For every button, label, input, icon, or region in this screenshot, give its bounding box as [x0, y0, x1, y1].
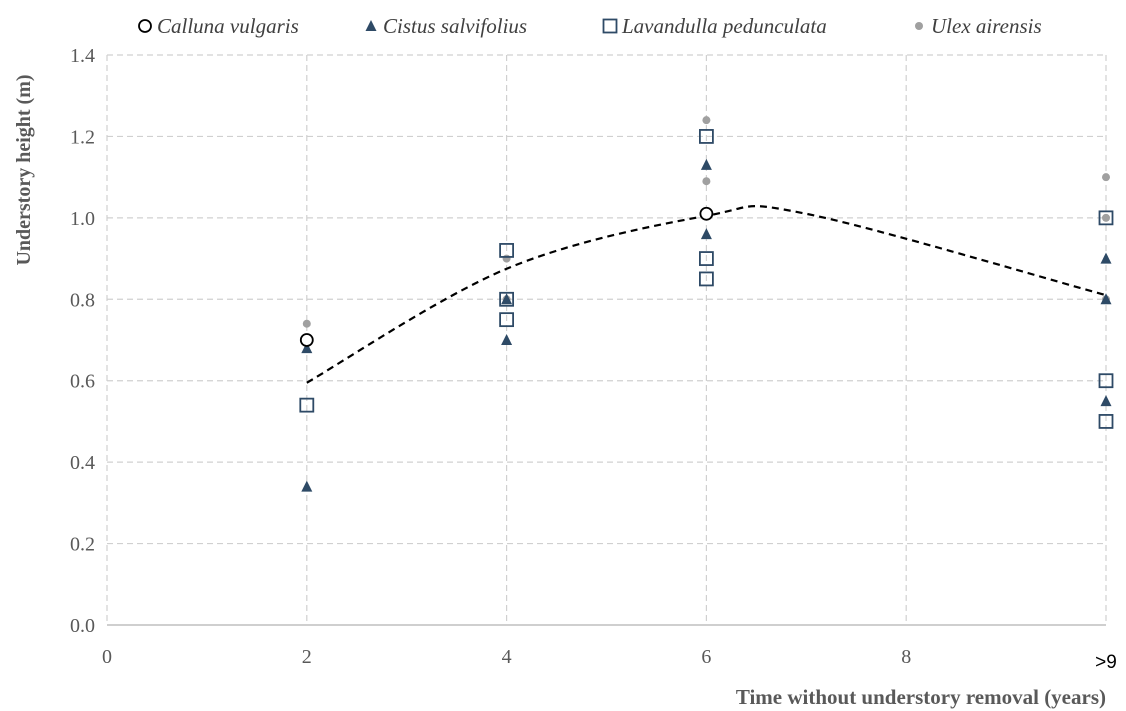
- lavandulla-point: [1098, 373, 1114, 389]
- cistus-point: [700, 158, 712, 170]
- ulex-point: [302, 319, 311, 328]
- y-tick-label: 0.6: [70, 371, 95, 393]
- x-tick-label: 4: [502, 646, 512, 668]
- data-points: [299, 116, 1114, 492]
- y-tick-label: 0.0: [70, 615, 95, 637]
- cistus-point: [1100, 252, 1112, 264]
- legend-item-calluna: Calluna vulgaris: [138, 14, 299, 38]
- cistus-point: [1100, 395, 1112, 407]
- legend-label-lavandulla: Lavandulla pedunculata: [621, 14, 827, 38]
- ulex-point: [702, 116, 711, 125]
- cistus-point: [1100, 293, 1112, 305]
- y-tick-label: 1.0: [70, 208, 95, 230]
- lavandulla-point: [299, 397, 315, 413]
- calluna-point: [299, 333, 314, 347]
- legend-item-cistus: Cistus salvifolius: [365, 14, 527, 38]
- cistus-point: [301, 342, 313, 354]
- axes: [106, 55, 1106, 626]
- legend-marker-cistus: [365, 20, 377, 31]
- x-tick-label: >9: [1095, 652, 1117, 673]
- x-tick-label: 8: [901, 646, 911, 668]
- ulex-point: [502, 254, 511, 263]
- y-tick-labels: 0.0 0.2 0.4 0.6 0.8 1.0 1.2 1.4: [70, 45, 95, 637]
- x-axis-label: Time without understory removal (years): [736, 685, 1106, 709]
- lavandulla-point: [499, 243, 515, 258]
- lavandulla-point: [1098, 414, 1114, 429]
- lavandulla-point: [699, 129, 714, 144]
- legend-label-calluna: Calluna vulgaris: [157, 14, 299, 38]
- y-axis-label: Understory height (m): [13, 74, 35, 265]
- y-tick-label: 1.2: [70, 126, 95, 148]
- cistus-point: [700, 228, 712, 240]
- legend-marker-lavandulla: [602, 18, 618, 34]
- lavandulla-point: [499, 312, 515, 328]
- lavandulla-point: [699, 251, 714, 266]
- x-tick-label: 0: [102, 646, 112, 668]
- legend-item-ulex: Ulex airensis: [915, 14, 1042, 38]
- lavandulla-point: [499, 291, 515, 307]
- grid-lines: [107, 54, 1107, 625]
- x-tick-label: 6: [701, 646, 711, 668]
- ulex-point: [1102, 173, 1110, 182]
- lavandulla-point: [1098, 210, 1114, 226]
- x-tick-labels: 0 2 4 6 8 >9: [102, 646, 1117, 673]
- legend-marker-calluna: [138, 19, 152, 33]
- cistus-point: [501, 334, 513, 345]
- legend-label-cistus: Cistus salvifolius: [383, 14, 527, 38]
- y-tick-label: 1.4: [70, 45, 95, 67]
- ulex-point: [702, 177, 711, 186]
- calluna-point: [699, 206, 714, 221]
- cistus-point: [501, 293, 513, 305]
- y-tick-label: 0.8: [70, 289, 95, 311]
- legend: Calluna vulgaris Cistus salvifolius Lavand…: [138, 14, 1042, 38]
- lavandulla-point: [699, 271, 714, 287]
- ulex-point: [1102, 213, 1110, 222]
- y-tick-label: 0.2: [70, 534, 95, 556]
- legend-marker-ulex: [915, 22, 923, 30]
- x-tick-label: 2: [302, 646, 312, 668]
- cistus-point: [301, 480, 313, 492]
- legend-label-ulex: Ulex airensis: [931, 14, 1042, 38]
- legend-item-lavandulla: Lavandulla pedunculata: [602, 14, 827, 38]
- y-tick-label: 0.4: [70, 452, 95, 474]
